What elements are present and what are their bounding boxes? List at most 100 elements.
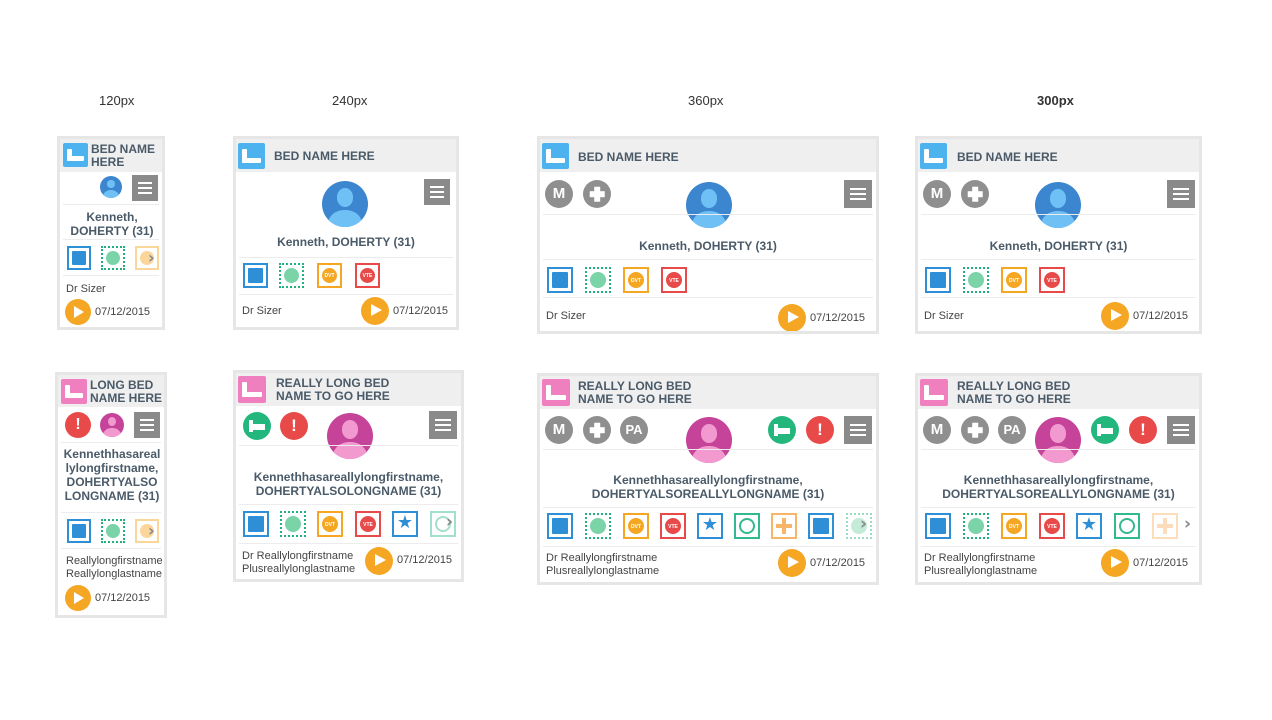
go-arrow-button[interactable] [361,297,389,325]
patient-avatar[interactable] [686,182,732,228]
chevron-right-icon[interactable]: › [446,512,454,532]
go-arrow-button[interactable] [778,549,806,577]
clock-icon[interactable] [734,513,760,539]
vte-icon[interactable]: VTE [355,263,380,288]
id-card-icon[interactable] [547,267,573,293]
clock-icon[interactable] [430,511,456,537]
star-icon[interactable]: ★ [392,511,418,537]
go-arrow-button[interactable] [778,304,806,331]
badge-m[interactable]: M [545,416,573,444]
patient-name[interactable]: Kenneth, DOHERTY (31) [70,210,154,238]
chevron-right-icon[interactable]: › [148,248,155,267]
dotted-sun-icon[interactable] [101,246,125,270]
menu-icon[interactable] [844,180,872,208]
menu-icon[interactable] [134,412,160,438]
id-card-icon[interactable] [67,519,91,543]
clock-icon[interactable] [1114,513,1140,539]
badge-m[interactable]: M [923,416,951,444]
cross-icon[interactable] [771,513,797,539]
dvt-icon[interactable]: DVT [623,267,649,293]
patient-avatar[interactable] [322,181,368,227]
id-card-icon[interactable] [925,267,951,293]
patient-name[interactable]: Kenneth, DOHERTY (31) [639,239,777,253]
id-card-icon[interactable] [808,513,834,539]
go-arrow-button[interactable] [65,585,91,611]
id-card-icon[interactable] [243,263,268,288]
alert-icon[interactable]: ! [280,412,308,440]
dotted-sun-icon[interactable] [585,267,611,293]
patient-avatar[interactable] [686,417,732,463]
alert-icon[interactable]: ! [1129,416,1157,444]
menu-icon[interactable] [844,416,872,444]
bed-card-240-short[interactable]: BED NAME HERE Kenneth, DOHERTY (31) DVT … [233,136,459,330]
chevron-right-icon[interactable]: › [860,514,868,534]
dotted-sun-icon[interactable] [963,267,989,293]
cross-icon[interactable] [1152,513,1178,539]
menu-icon[interactable] [1167,180,1195,208]
alert-icon[interactable]: ! [806,416,834,444]
bed-status-icon[interactable] [1091,416,1119,444]
bed-status-icon[interactable] [243,412,271,440]
patient-name[interactable]: Kennethhasareallylongfirstname, DOHERTYA… [591,473,825,501]
bed-card-300-long[interactable]: REALLY LONG BED NAME TO GO HERE M PA ! K… [915,373,1202,585]
patient-avatar[interactable] [100,176,122,198]
star-icon[interactable]: ★ [697,513,723,539]
menu-icon[interactable] [424,179,450,205]
menu-icon[interactable] [429,411,457,439]
star-icon[interactable]: ★ [1076,513,1102,539]
vte-icon[interactable]: VTE [1039,267,1065,293]
dotted-sun-icon[interactable] [279,263,304,288]
id-card-icon[interactable] [547,513,573,539]
dotted-sun-icon[interactable] [963,513,989,539]
plus-icon[interactable] [583,180,611,208]
patient-avatar[interactable] [1035,182,1081,228]
dvt-icon[interactable]: DVT [1001,513,1027,539]
go-arrow-button[interactable] [365,547,393,575]
patient-name[interactable]: Kenneth, DOHERTY (31) [277,235,415,249]
patient-avatar[interactable] [100,413,124,437]
bed-card-120-short[interactable]: BED NAME HERE Kenneth, DOHERTY (31) › Dr… [57,136,165,330]
id-card-icon[interactable] [925,513,951,539]
chevron-right-icon[interactable]: › [148,521,155,540]
patient-avatar[interactable] [327,413,373,459]
dvt-icon[interactable] [135,519,159,543]
bed-card-360-long[interactable]: REALLY LONG BED NAME TO GO HERE M PA ! K… [537,373,879,585]
chevron-right-icon[interactable]: › [1184,514,1192,534]
patient-name[interactable]: Kennethhasareal lylongfirstname, DOHERTY… [63,447,161,503]
vte-icon[interactable]: VTE [355,511,381,537]
dvt-icon[interactable]: DVT [317,511,343,537]
patient-name[interactable]: Kenneth, DOHERTY (31) [989,239,1128,253]
plus-icon[interactable] [961,416,989,444]
dvt-icon[interactable]: DVT [1001,267,1027,293]
badge-m[interactable]: M [923,180,951,208]
dotted-sun-icon[interactable] [846,513,872,539]
go-arrow-button[interactable] [1101,549,1129,577]
vte-icon[interactable]: VTE [660,513,686,539]
bed-status-icon[interactable] [768,416,796,444]
bed-card-120-long[interactable]: LONG BED NAME HERE ! Kennethhasareal lyl… [55,372,167,618]
go-arrow-button[interactable] [1101,302,1129,330]
dotted-sun-icon[interactable] [101,519,125,543]
bed-card-300-short[interactable]: BED NAME HERE M Kenneth, DOHERTY (31) DV… [915,136,1202,334]
dotted-sun-icon[interactable] [280,511,306,537]
plus-icon[interactable] [961,180,989,208]
menu-icon[interactable] [132,175,158,201]
badge-pa[interactable]: PA [998,416,1026,444]
menu-icon[interactable] [1167,416,1195,444]
vte-icon[interactable]: VTE [661,267,687,293]
badge-pa[interactable]: PA [620,416,648,444]
dvt-icon[interactable] [135,246,159,270]
patient-name[interactable]: Kennethhasareallylongfirstname, DOHERTYA… [253,470,444,498]
patient-name[interactable]: Kennethhasareallylongfirstname, DOHERTYA… [942,473,1175,501]
id-card-icon[interactable] [243,511,269,537]
dvt-icon[interactable]: DVT [317,263,342,288]
bed-card-360-short[interactable]: BED NAME HERE M Kenneth, DOHERTY (31) DV… [537,136,879,334]
bed-card-240-long[interactable]: REALLY LONG BED NAME TO GO HERE ! Kennet… [233,370,464,582]
id-card-icon[interactable] [67,246,91,270]
patient-avatar[interactable] [1035,417,1081,463]
plus-icon[interactable] [583,416,611,444]
badge-m[interactable]: M [545,180,573,208]
dvt-icon[interactable]: DVT [623,513,649,539]
go-arrow-button[interactable] [65,299,91,325]
vte-icon[interactable]: VTE [1039,513,1065,539]
